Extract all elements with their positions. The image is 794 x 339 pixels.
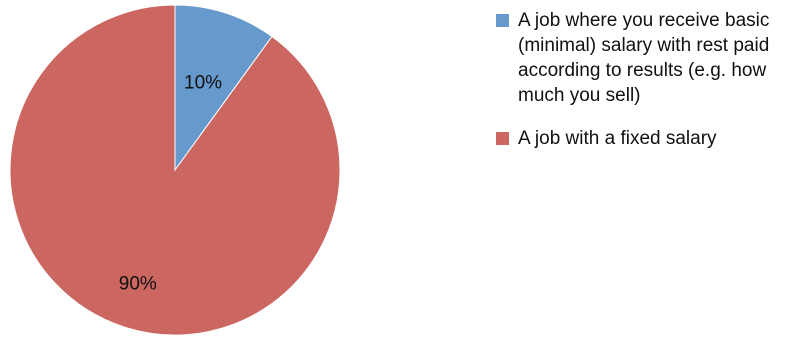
chart-legend: A job where you receive basic (minimal) … <box>496 8 786 169</box>
data-label-variable-salary: 10% <box>184 73 222 94</box>
legend-swatch-variable-salary <box>496 14 509 27</box>
legend-item-fixed-salary: A job with a fixed salary <box>496 126 786 151</box>
legend-swatch-fixed-salary <box>496 132 509 145</box>
pie-labels: 10% 90% <box>119 73 222 295</box>
legend-label-variable-salary: A job where you receive basic (minimal) … <box>518 10 770 106</box>
pie-slice-variable-salary <box>174 4 273 172</box>
pie-slices <box>9 4 341 336</box>
legend-label-fixed-salary: A job with a fixed salary <box>518 128 717 149</box>
data-label-fixed-salary: 90% <box>119 274 157 295</box>
legend-item-variable-salary: A job where you receive basic (minimal) … <box>496 8 786 108</box>
pie-slice-fixed-salary <box>9 4 341 336</box>
